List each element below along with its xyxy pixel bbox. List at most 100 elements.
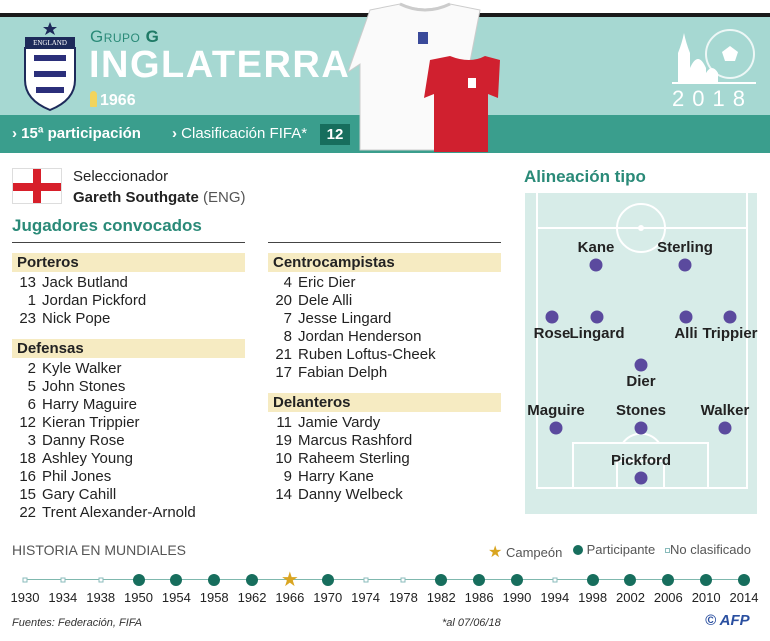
year-label: 1994 <box>540 590 570 605</box>
year-label: 1958 <box>199 590 229 605</box>
not-qualified-dot <box>552 577 558 583</box>
year-label: 1970 <box>313 590 343 605</box>
player-name: Jack Butland <box>42 274 128 291</box>
player-name: Jordan Henderson <box>298 328 422 345</box>
player-name: Ashley Young <box>42 450 133 467</box>
player-number: 11 <box>276 414 292 431</box>
player-row: 21 Ruben Loftus-Cheek <box>268 346 501 364</box>
player-marker <box>545 310 559 324</box>
year-label: 1930 <box>10 590 40 605</box>
squad-title: Jugadores convocados <box>12 216 202 235</box>
player-name: Kyle Walker <box>42 360 122 377</box>
player-name: Raheem Sterling <box>298 450 410 467</box>
year-label: 1954 <box>161 590 191 605</box>
lineup-title: Alineación tipo <box>524 167 646 186</box>
player-row: 5 John Stones <box>12 378 245 396</box>
player-name: Gary Cahill <box>42 486 117 503</box>
player-number: 8 <box>283 328 292 345</box>
year-label: 1990 <box>502 590 532 605</box>
player-name: Fabian Delph <box>298 364 388 381</box>
player-row: 3 Danny Rose <box>12 432 245 450</box>
year-label: 2010 <box>691 590 721 605</box>
year-label: 1998 <box>578 590 608 605</box>
lineup-player-name: Lingard <box>569 325 625 342</box>
player-name: Phil Jones <box>42 468 112 485</box>
crest-text: ENGLAND <box>33 39 67 47</box>
dot-icon <box>573 545 583 555</box>
champion-star-icon: ★ <box>280 569 299 591</box>
player-name: Trent Alexander-Arnold <box>42 504 196 521</box>
player-row: 4 Eric Dier <box>268 274 501 292</box>
player-row: 7 Jesse Lingard <box>268 310 501 328</box>
player-row: 2 Kyle Walker <box>12 360 245 378</box>
participant-dot <box>246 574 259 586</box>
trophy-icon <box>90 91 97 107</box>
year-label: 1982 <box>426 590 456 605</box>
player-number: 21 <box>275 346 292 363</box>
participant-dot <box>473 574 486 586</box>
lineup-player-name: Walker <box>700 402 750 419</box>
player-number: 5 <box>27 378 36 395</box>
small-dot-icon <box>665 548 670 553</box>
player-marker <box>678 258 692 272</box>
coach-label: Seleccionador <box>73 168 169 185</box>
legend-champion: ★ Campeón <box>488 544 563 561</box>
player-row: 22 Trent Alexander-Arnold <box>12 504 245 522</box>
player-row: 10 Raheem Sterling <box>268 450 501 468</box>
player-row: 12 Kieran Trippier <box>12 414 245 432</box>
player-name: Kieran Trippier <box>42 414 140 431</box>
history-title: HISTORIA EN MUNDIALES <box>12 542 187 558</box>
fifa-rank-value: 12 <box>320 124 350 145</box>
participant-dot <box>738 574 750 586</box>
country-title: INGLATERRA <box>89 44 351 86</box>
year-label: 1986 <box>464 590 494 605</box>
player-marker <box>634 471 648 485</box>
player-number: 14 <box>275 486 292 503</box>
player-name: Harry Maguire <box>42 396 138 413</box>
player-number: 20 <box>275 292 292 309</box>
participant-dot <box>624 574 637 586</box>
participation: › 15ª participación <box>12 125 141 142</box>
lineup-player-name: Dier <box>626 373 656 390</box>
year-label: 1962 <box>237 590 267 605</box>
player-marker <box>718 421 732 435</box>
player-number: 6 <box>27 396 36 413</box>
worldcup-2018-logo-icon <box>672 29 756 84</box>
lineup-player-name: Kane <box>577 239 615 256</box>
player-marker <box>549 421 563 435</box>
england-crest-icon: ENGLAND <box>24 22 76 112</box>
lineup-player-name: Stones <box>615 402 667 419</box>
coach-name: Gareth Southgate (ENG) <box>73 189 246 206</box>
lineup-player-name: Sterling <box>657 239 713 256</box>
lineup-player-name: Alli <box>674 325 698 342</box>
year-label: 2014 <box>729 590 759 605</box>
section-header: Centrocampistas <box>268 253 501 272</box>
player-marker <box>590 310 604 324</box>
year-label: 2006 <box>653 590 683 605</box>
player-number: 19 <box>275 432 292 449</box>
player-number: 12 <box>19 414 36 431</box>
player-marker <box>723 310 737 324</box>
participant-dot <box>510 574 523 586</box>
player-row: 17 Fabian Delph <box>268 364 501 382</box>
participant-dot <box>208 574 221 586</box>
not-qualified-dot <box>400 577 406 583</box>
player-number: 10 <box>275 450 292 467</box>
fifa-ranking-label: › Clasificación FIFA* <box>172 125 308 142</box>
player-name: Jesse Lingard <box>298 310 392 327</box>
year-label: 1978 <box>388 590 418 605</box>
legend-not-qualified: No clasificado <box>665 542 751 557</box>
player-row: 14 Danny Welbeck <box>268 486 501 504</box>
player-name: Eric Dier <box>298 274 356 291</box>
participant-dot <box>321 574 334 586</box>
participant-dot <box>435 574 448 586</box>
player-name: Dele Alli <box>298 292 353 309</box>
legend-participant: Participante <box>573 542 655 557</box>
player-name: Jamie Vardy <box>298 414 381 431</box>
player-row: 11 Jamie Vardy <box>268 414 501 432</box>
player-number: 7 <box>283 310 292 327</box>
player-number: 23 <box>19 310 36 327</box>
player-number: 17 <box>275 364 292 381</box>
player-number: 18 <box>19 450 36 467</box>
player-row: 19 Marcus Rashford <box>268 432 501 450</box>
